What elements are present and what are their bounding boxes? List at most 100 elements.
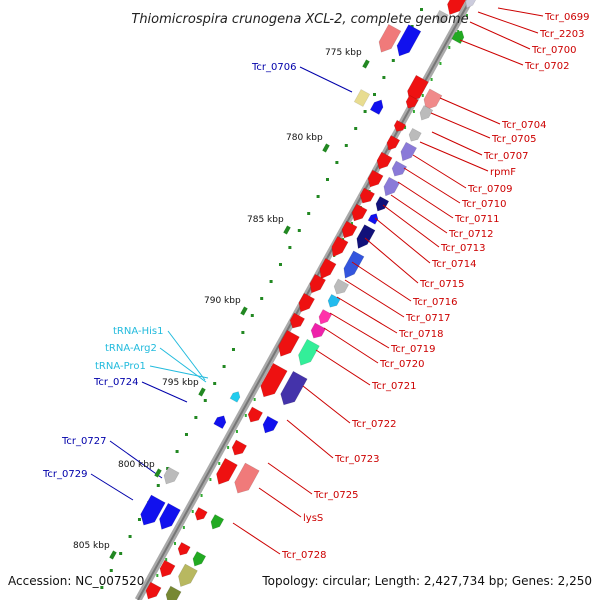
- gene-label-right: Tcr_0707: [483, 151, 528, 162]
- track-dot: [156, 484, 160, 487]
- leader-line: [286, 419, 334, 459]
- track-dot: [191, 510, 194, 513]
- gene-label-right: Tcr_0722: [351, 419, 396, 430]
- cds-arrow: [369, 99, 384, 115]
- cds-arrow: [367, 213, 379, 225]
- kbp-tick-label: 795 kbp: [162, 378, 199, 388]
- cds-arrow-shape: [378, 23, 402, 53]
- leader-line: [497, 7, 544, 17]
- map-title: Thiomicrospira crunogena XCL-2, complete…: [131, 12, 468, 27]
- cds-arrow-shape: [405, 94, 419, 109]
- kbp-tick-label: 780 kbp: [286, 133, 323, 143]
- cds-arrow: [341, 220, 358, 239]
- gene-label-right: Tcr_0705: [491, 134, 536, 145]
- cds-arrow-shape: [359, 187, 376, 204]
- cds-arrow: [247, 406, 264, 423]
- cds-arrow-shape: [178, 563, 198, 588]
- track-dot: [350, 222, 353, 225]
- gene-label-right: rpmF: [490, 167, 516, 178]
- cds-arrow-shape: [159, 502, 181, 530]
- track-dot: [288, 246, 292, 249]
- cds-arrow: [318, 309, 333, 325]
- cds-arrow-shape: [367, 169, 384, 188]
- track-dot: [227, 446, 230, 449]
- cds-arrow-shape: [260, 362, 288, 398]
- leader-line: [419, 141, 489, 172]
- leader-line: [397, 181, 454, 219]
- track-dot: [200, 494, 203, 497]
- kbp-tick-label: 775 kbp: [325, 48, 362, 58]
- track-dot: [466, 14, 468, 17]
- cds-arrow: [260, 362, 288, 398]
- cds-arrow: [298, 338, 320, 366]
- cds-arrow: [391, 160, 408, 177]
- cds-arrow: [159, 502, 181, 530]
- leader-line: [382, 204, 440, 248]
- cds-arrow: [289, 312, 306, 329]
- track-dot: [412, 110, 415, 113]
- track-dot: [166, 467, 170, 470]
- gene-label-right: Tcr_0704: [501, 120, 546, 131]
- track-dot: [209, 478, 212, 481]
- cds-arrow-shape: [165, 585, 182, 600]
- cds-arrow-shape: [367, 213, 379, 225]
- kbp-tick-label: 785 kbp: [247, 215, 284, 225]
- cds-arrow: [192, 551, 207, 567]
- leader-line: [299, 66, 353, 93]
- track-dot: [119, 552, 123, 555]
- cds-arrow: [447, 0, 467, 16]
- cds-arrow-shape: [310, 322, 327, 339]
- kbp-tick-mark: [154, 468, 162, 478]
- track-dot: [100, 586, 104, 589]
- cds-arrow: [159, 559, 176, 578]
- cds-arrow: [419, 105, 434, 121]
- gene-label-right: Tcr_0710: [461, 199, 506, 210]
- track-dot: [430, 78, 433, 81]
- track-dot: [213, 382, 217, 385]
- cds-arrow-shape: [393, 119, 407, 132]
- leader-line: [351, 261, 412, 302]
- cds-arrow-shape: [386, 135, 401, 151]
- cds-arrow: [298, 292, 316, 313]
- track-dot: [250, 314, 254, 317]
- track-dot: [241, 331, 245, 334]
- cds-arrow-shape: [331, 235, 349, 258]
- leader-line: [430, 112, 491, 139]
- track-dot: [218, 462, 221, 465]
- leader-line: [232, 522, 281, 555]
- leader-line: [477, 11, 539, 34]
- cds-arrow: [383, 176, 401, 197]
- cds-arrow: [386, 135, 401, 151]
- gene-label-right: Tcr_2203: [539, 29, 584, 40]
- track-dot: [354, 127, 358, 130]
- cds-arrow-shape: [391, 160, 408, 177]
- cds-arrow: [400, 141, 418, 162]
- track-dot: [260, 297, 264, 300]
- cds-arrow-shape: [447, 0, 467, 16]
- leader-line: [412, 154, 467, 189]
- cds-arrow-shape: [210, 514, 225, 530]
- cds-arrow-shape: [319, 257, 337, 280]
- cds-arrow-shape: [159, 559, 176, 578]
- leader-line: [390, 194, 448, 234]
- gene-label-left: Tcr_0706: [251, 62, 296, 73]
- gene-label-right: Tcr_0718: [398, 329, 443, 340]
- leader-line: [149, 365, 209, 379]
- cds-arrow: [327, 293, 341, 308]
- cds-arrow: [213, 415, 227, 430]
- cds-arrow-shape: [327, 293, 341, 308]
- cds-arrow: [177, 541, 191, 556]
- track-dot: [182, 526, 185, 529]
- gene-label-right: Tcr_0725: [313, 490, 358, 501]
- track-dot: [335, 161, 339, 164]
- cds-arrow: [359, 187, 376, 204]
- cds-arrow: [408, 127, 422, 142]
- track-dot: [156, 574, 159, 577]
- gene-label-right: Tcr_0717: [405, 313, 450, 324]
- cds-arrow-shape: [408, 127, 422, 142]
- leader-line: [323, 327, 379, 364]
- cds-arrow-shape: [419, 105, 434, 121]
- leader-line: [459, 39, 524, 66]
- gene-label-left: Tcr_0729: [42, 469, 87, 480]
